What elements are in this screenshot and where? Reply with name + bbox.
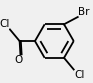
Text: Br: Br — [78, 7, 90, 17]
Text: Cl: Cl — [74, 70, 85, 80]
Text: O: O — [14, 55, 23, 65]
Text: Cl: Cl — [0, 19, 9, 29]
